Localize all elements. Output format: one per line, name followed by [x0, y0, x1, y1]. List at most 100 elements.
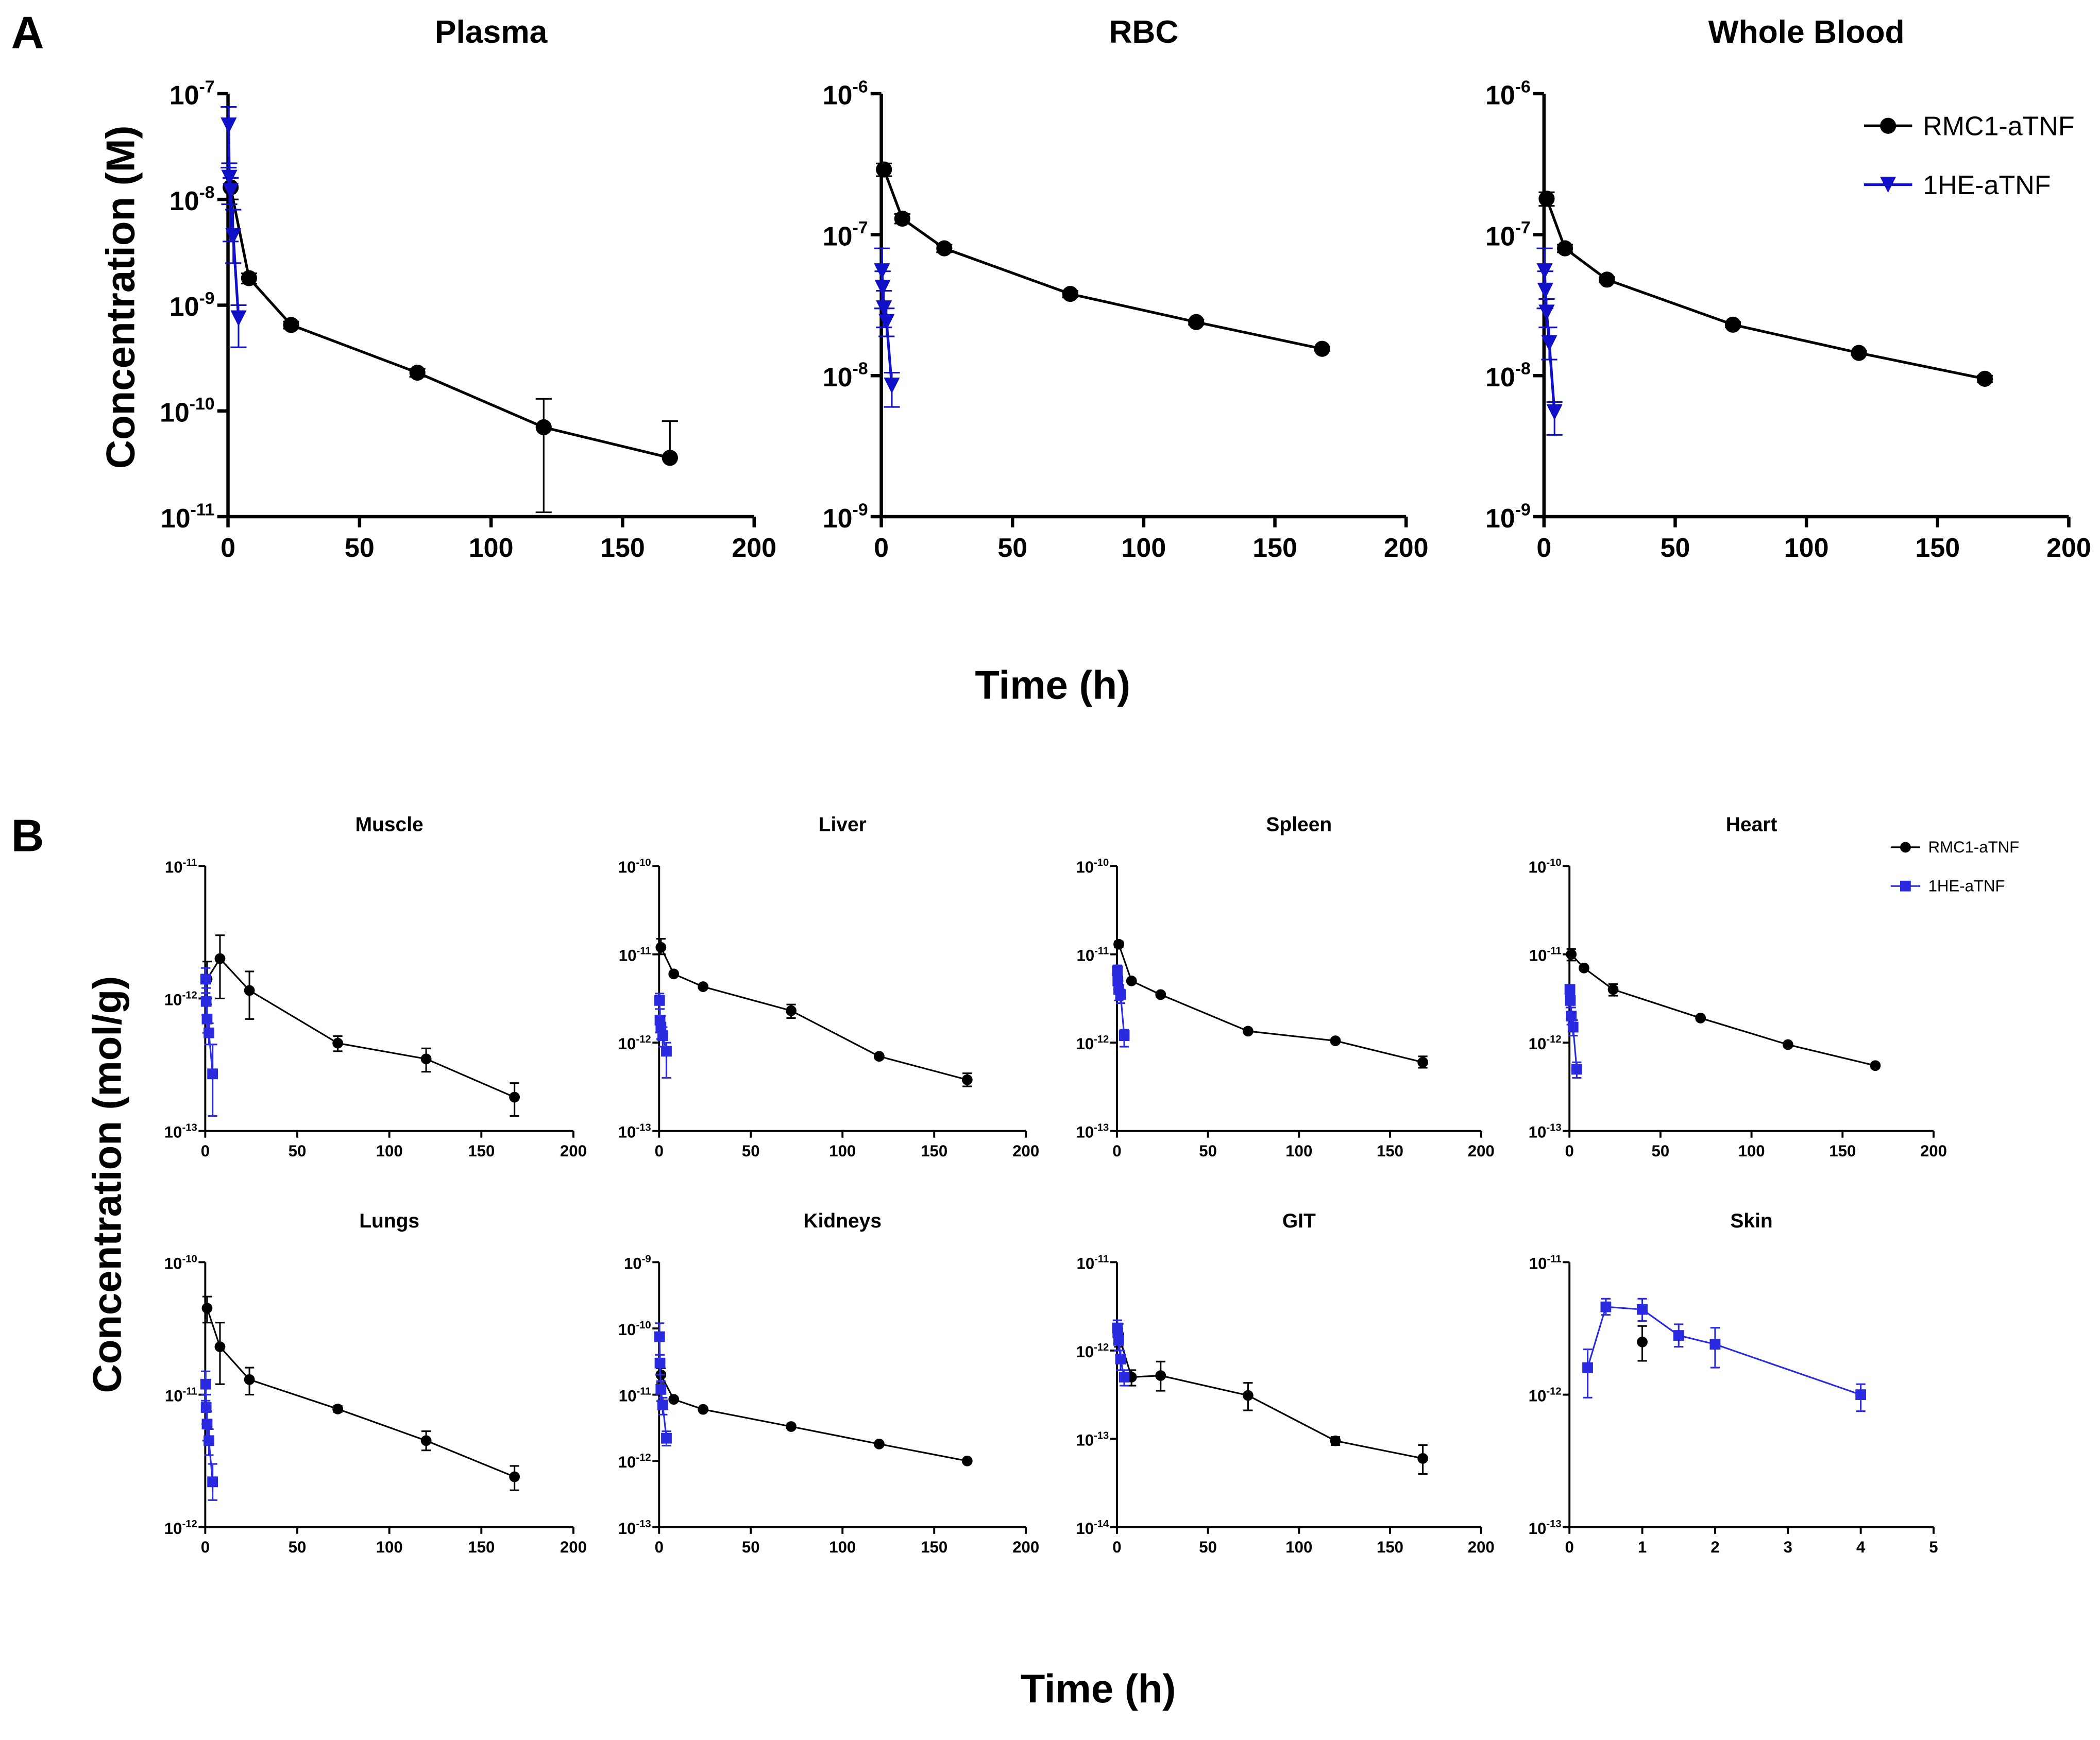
x-tick-label: 100 [1122, 533, 1166, 563]
x-tick-label: 4 [1856, 1538, 1866, 1556]
data-point [1155, 989, 1166, 1000]
series-line [1117, 944, 1423, 1063]
data-point [786, 1421, 797, 1432]
y-tick-exponent: -8 [199, 183, 215, 202]
y-tick-exponent: -12 [636, 1034, 651, 1045]
x-tick-label: 150 [1915, 533, 1960, 563]
legend-label: 1HE-aTNF [1923, 170, 2051, 200]
data-point [657, 1400, 668, 1410]
x-tick-label: 0 [1536, 533, 1551, 563]
y-tick-exponent: -11 [183, 857, 197, 868]
data-point [1115, 1354, 1126, 1364]
data-point [1599, 271, 1615, 288]
series-1he-atnf [1564, 984, 1582, 1079]
y-tick-exponent: -9 [1515, 500, 1531, 519]
data-point [874, 280, 891, 296]
data-point [878, 314, 895, 330]
x-tick-label: 200 [1468, 1538, 1495, 1556]
series-line [1545, 198, 1985, 380]
y-tick-exponent: -10 [1546, 857, 1561, 868]
data-point [283, 317, 299, 333]
y-tick-label: 10-13 [1076, 1430, 1109, 1449]
series-line [1117, 1335, 1423, 1459]
data-point [230, 310, 247, 327]
x-tick-label: 0 [1565, 1538, 1574, 1556]
data-point [201, 1013, 213, 1025]
y-tick-exponent: -11 [1547, 1253, 1561, 1265]
series-line [660, 947, 968, 1081]
data-point [1119, 1372, 1130, 1383]
y-tick-label: 10-10 [1529, 857, 1562, 876]
data-point [1417, 1056, 1429, 1068]
y-tick-exponent: -6 [853, 77, 868, 96]
data-point [244, 1374, 255, 1385]
y-tick-exponent: -11 [1547, 946, 1561, 957]
series-rmc1-atnf [655, 1367, 973, 1466]
series-line [660, 1374, 968, 1462]
x-tick-label: 50 [1199, 1538, 1217, 1556]
chart-title: Spleen [1266, 814, 1332, 836]
data-point [225, 228, 242, 244]
data-point [1113, 1335, 1124, 1346]
data-point [214, 953, 226, 964]
y-tick-label: 10-6 [1485, 77, 1531, 110]
legend-marker [1900, 842, 1911, 853]
data-point [1637, 1304, 1648, 1315]
x-tick-label: 150 [600, 533, 645, 563]
y-tick-label: 10-10 [1076, 857, 1109, 876]
chart-title: Plasma [435, 14, 548, 50]
y-tick-label: 10-9 [1485, 500, 1531, 533]
x-tick-label: 200 [2046, 533, 2091, 563]
x-tick-label: 0 [221, 533, 235, 563]
series-line [883, 169, 1323, 350]
x-tick-label: 0 [655, 1142, 664, 1160]
series-rmc1-atnf [223, 177, 678, 514]
chart-title: Heart [1726, 814, 1777, 836]
series-1he-atnf [654, 1322, 672, 1447]
y-tick-exponent: -8 [1515, 359, 1531, 379]
series-line [206, 957, 515, 1098]
y-tick-label: 10-12 [164, 1519, 197, 1538]
y-tick-label: 10-11 [165, 857, 197, 876]
x-tick-label: 100 [376, 1538, 403, 1556]
data-point [1330, 1435, 1341, 1446]
x-tick-label: 150 [1252, 533, 1297, 563]
data-point [894, 210, 910, 227]
data-point [204, 1435, 214, 1446]
data-point [698, 981, 709, 992]
data-point [1113, 939, 1124, 950]
data-point [1724, 316, 1741, 333]
legend-label: RMC1-aTNF [1923, 111, 2074, 141]
chart-muscle: Muscle 0 50 100 150 200 10-13 10-12 10-11 [164, 814, 587, 1160]
data-point [1564, 984, 1576, 995]
y-tick-label: 10-11 [1076, 1253, 1109, 1272]
y-tick-label: 10-9 [624, 1253, 651, 1272]
x-tick-label: 0 [1112, 1538, 1121, 1556]
chart-spleen: Spleen 0 50 100 150 200 10-13 10-12 10-11 10-10 [1076, 814, 1494, 1160]
data-point [1582, 1362, 1593, 1373]
y-tick-label: 10-6 [823, 77, 868, 110]
data-point [1417, 1453, 1429, 1464]
legend-item: 1HE-aTNF [1890, 877, 2005, 895]
x-tick-label: 0 [201, 1538, 210, 1556]
y-tick-exponent: -11 [183, 1386, 197, 1397]
series-1he-atnf [1536, 247, 1563, 436]
chart-lungs: Lungs 0 50 100 150 200 10-12 10-11 10-10 [164, 1210, 587, 1556]
series-rmc1-atnf [876, 161, 1330, 357]
y-tick-exponent: -8 [853, 359, 868, 379]
y-tick-label: 10-11 [1529, 946, 1562, 965]
x-tick-label: 2 [1711, 1538, 1719, 1556]
series-1he-atnf [654, 993, 672, 1079]
y-tick-label: 10-11 [619, 1386, 651, 1405]
y-tick-label: 10-13 [164, 1122, 197, 1141]
data-point [1314, 340, 1330, 357]
data-point [1870, 1060, 1881, 1071]
y-tick-exponent: -12 [1546, 1386, 1561, 1397]
y-tick-exponent: -10 [1094, 857, 1109, 868]
y-tick-exponent: -7 [199, 77, 215, 96]
chart-liver: Liver 0 50 100 150 200 10-13 10-12 10-11 10-10 [618, 814, 1040, 1160]
x-tick-label: 150 [1377, 1538, 1403, 1556]
chart-title: Skin [1730, 1210, 1772, 1232]
y-tick-label: 10-12 [1529, 1386, 1562, 1405]
data-point [1709, 1339, 1721, 1350]
